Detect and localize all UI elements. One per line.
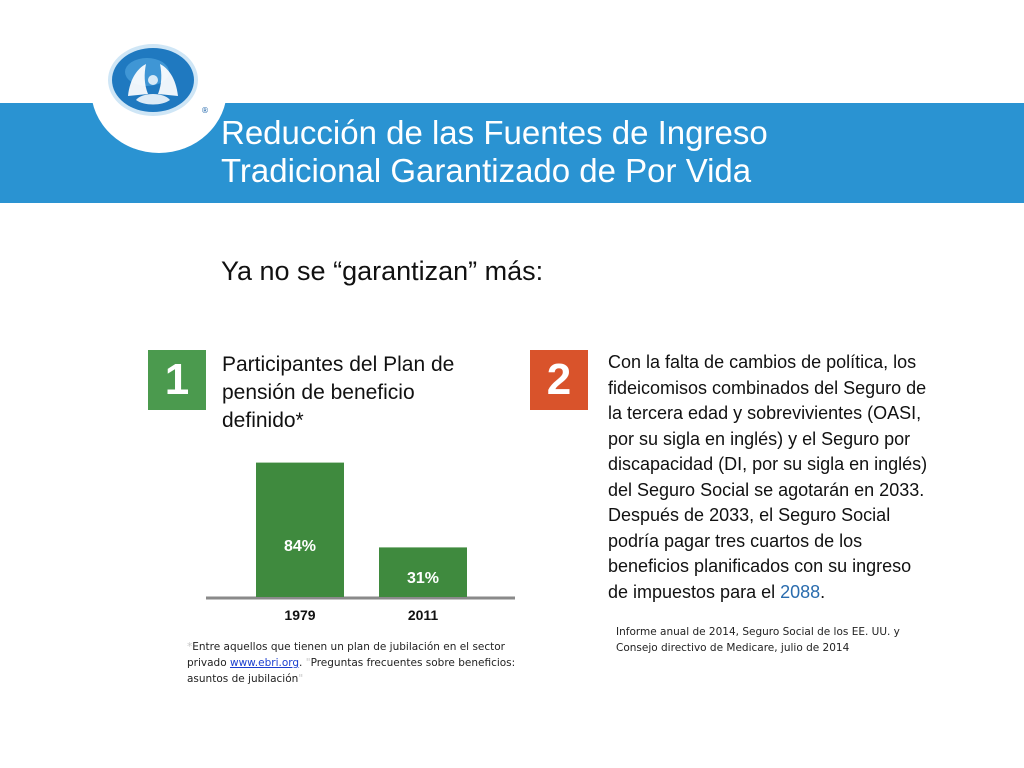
footnote-line-2-prefix: privado: [187, 657, 230, 669]
item-2-line-10-suffix: .: [820, 581, 826, 602]
source-citation: Informe anual de 2014, Seguro Social de …: [616, 624, 936, 656]
page-title: Reducción de las Fuentes de Ingreso Trad…: [221, 114, 1011, 190]
item-2-line-8: podría pagar tres cuartos de los: [608, 530, 863, 551]
footnote-star-open: *: [187, 641, 193, 653]
title-line-2: Tradicional Garantizado de Por Vida: [221, 152, 752, 189]
item-1-number-badge: 1: [148, 350, 206, 410]
item-1-heading-line-2: pensión de beneficio: [222, 381, 415, 404]
item-2-line-1: Con la falta de cambios de política, los: [608, 352, 917, 372]
footnote-line-1: Entre aquellos que tienen un plan de jub…: [192, 641, 505, 653]
x-tick-label-2011: 2011: [408, 607, 439, 623]
hands-logo-icon: ®: [91, 25, 227, 153]
source-line-1: Informe anual de 2014, Seguro Social de …: [616, 626, 900, 638]
company-logo: ®: [84, 22, 234, 172]
footnote-line-2-mid: .: [299, 657, 306, 669]
item-2-line-6: del Seguro Social se agotarán en 2033.: [608, 479, 925, 500]
item-1-heading-line-3: definido*: [222, 409, 304, 432]
footnote-line-2-suffix: Preguntas frecuentes sobre beneficios:: [310, 657, 516, 669]
registered-mark: ®: [201, 106, 209, 115]
x-tick-label-1979: 1979: [284, 607, 315, 623]
item-1-heading-line-1: Participantes del Plan de: [222, 353, 455, 376]
item-2-text: Con la falta de cambios de política, los…: [608, 350, 998, 605]
ebri-link[interactable]: www.ebri.org: [229, 657, 300, 669]
item-1-heading: Participantes del Plan de pensión de ben…: [222, 351, 522, 435]
bar-value-label-2011: 31%: [407, 570, 439, 587]
item-2-number-badge: 2: [530, 350, 588, 410]
footnote-line-3: asuntos de jubilación: [187, 673, 299, 685]
item-2-line-2: fideicomisos combinados del Seguro de: [608, 377, 927, 398]
item-2-line-4: por su sigla en inglés) y el Seguro por: [608, 428, 911, 449]
footnote-1: *Entre aquellos que tienen un plan de ju…: [187, 639, 527, 687]
item-2-line-5: discapacidad (DI, por su sigla en inglés…: [608, 454, 928, 474]
participants-bar-chart: 84% 1979 31% 2011: [200, 450, 520, 630]
footnote-quote-open: ": [305, 657, 311, 669]
section-subtitle: Ya no se “garantizan” más:: [221, 256, 544, 286]
item-2-year-highlight: 2088: [780, 581, 821, 602]
item-2-line-7: Después de 2033, el Seguro Social: [608, 505, 891, 525]
bar-2011: [379, 547, 467, 597]
title-line-1: Reducción de las Fuentes de Ingreso: [221, 114, 768, 151]
item-2-line-3: la tercera edad y sobrevivientes (OASI,: [608, 403, 922, 423]
footnote-quote-close: ": [298, 673, 304, 685]
bar-1979: [256, 462, 344, 597]
item-2-line-10-prefix: de impuestos para el: [608, 581, 781, 602]
item-2-line-9: beneficios planificados con su ingreso: [608, 556, 912, 576]
chart-canvas: 84% 1979 31% 2011: [206, 462, 515, 623]
bar-value-label-1979: 84%: [284, 538, 316, 555]
source-line-2: Consejo directivo de Medicare, julio de …: [616, 642, 850, 654]
